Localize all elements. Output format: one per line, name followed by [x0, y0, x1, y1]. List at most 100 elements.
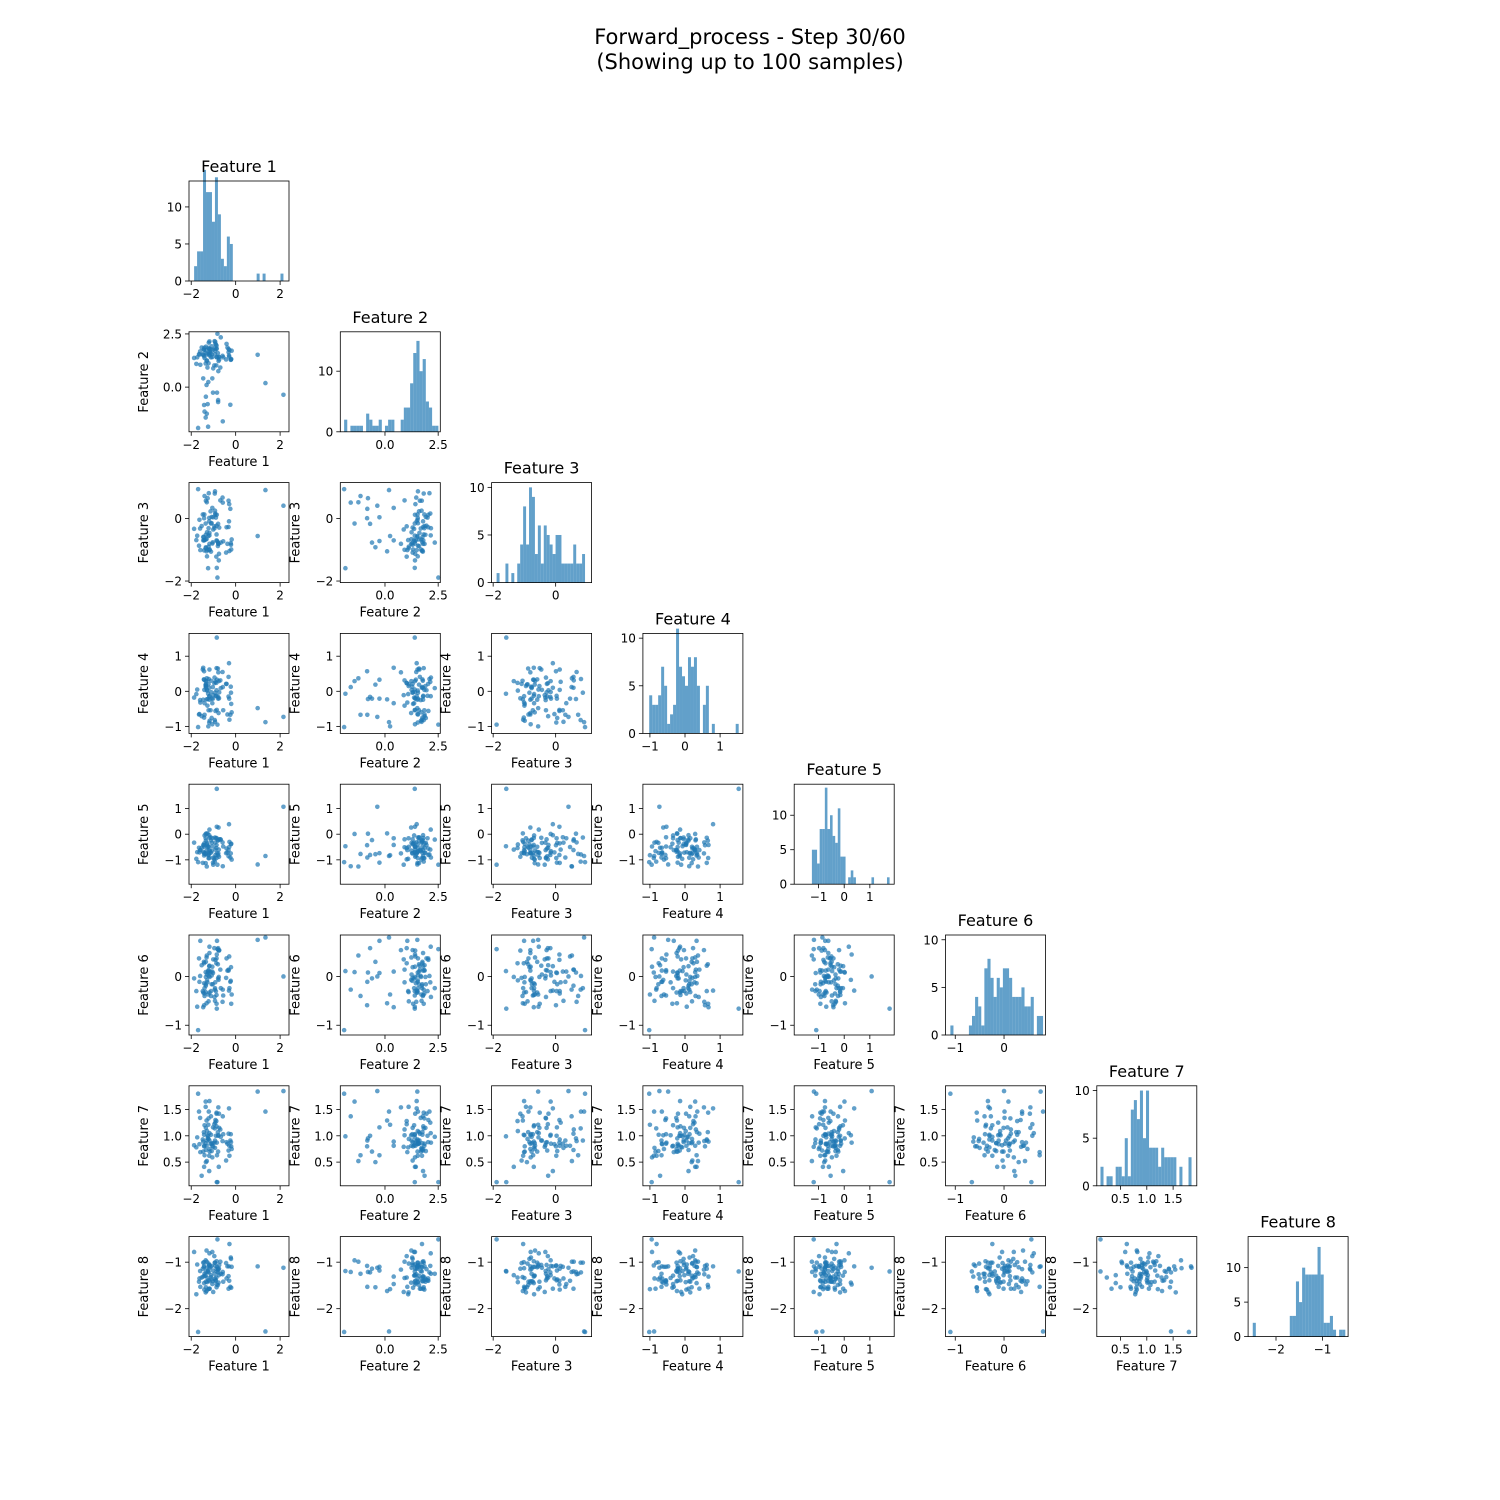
y-tick-label: 1.0	[163, 1129, 182, 1143]
scatter-point	[387, 724, 393, 729]
scatter-point	[531, 992, 537, 998]
scatter-point	[413, 495, 419, 500]
scatter-point	[833, 972, 838, 977]
y-axis-label: Feature 4	[288, 653, 303, 715]
scatter-point	[690, 857, 696, 862]
y-tick-label: 1.5	[466, 1103, 485, 1117]
scatter-point	[993, 1277, 999, 1282]
histogram-bar	[406, 407, 411, 432]
scatter-point	[518, 1266, 523, 1271]
x-tick-label: 1.5	[1164, 1192, 1183, 1206]
scatter-point	[544, 1139, 550, 1145]
y-axis-label: Feature 6	[591, 954, 606, 1016]
scatter-point	[550, 1168, 556, 1174]
x-axis-label: Feature 3	[511, 1209, 573, 1224]
scatter-point	[210, 527, 216, 532]
scatter-point	[652, 1145, 657, 1151]
scatter-point	[213, 708, 218, 714]
y-axis-label: Feature 2	[137, 351, 152, 413]
scatter-point	[538, 963, 544, 969]
x-axis-label: Feature 1	[208, 1360, 270, 1375]
scatter-point	[543, 856, 549, 861]
scatter-point	[822, 938, 828, 944]
scatter-point	[689, 999, 695, 1004]
scatter-point	[202, 700, 207, 706]
scatter-point	[887, 1006, 892, 1011]
scatter-point	[710, 1106, 716, 1111]
scatter-point	[191, 695, 197, 700]
scatter-point	[200, 352, 206, 357]
scatter-point	[1155, 1286, 1161, 1292]
scatter-point	[281, 1088, 286, 1094]
histogram-bar	[1292, 1315, 1296, 1337]
y-tick-label: −1	[467, 1019, 485, 1033]
x-tick-label: 1	[866, 1192, 874, 1206]
scatter-point	[398, 947, 404, 953]
scatter-point	[404, 1121, 409, 1127]
scatter-point	[528, 1249, 533, 1255]
scatter-point	[377, 938, 382, 944]
scatter-point	[214, 786, 220, 792]
x-tick-label: −2	[1267, 1343, 1285, 1357]
scatter-point	[391, 505, 397, 511]
scatter-point	[528, 670, 533, 675]
scatter-point	[415, 979, 420, 985]
scatter-point	[386, 935, 392, 940]
histogram-bar	[570, 563, 574, 583]
scatter-point	[543, 1116, 549, 1121]
scatter-point	[203, 1104, 208, 1110]
scatter-point	[812, 1273, 818, 1278]
scatter-point	[226, 1278, 232, 1284]
figure-title-line-2: (Showing up to 100 samples)	[596, 50, 904, 74]
scatter-point	[984, 1287, 990, 1292]
scatter-point	[543, 1268, 548, 1274]
panel-frame	[945, 1236, 1046, 1337]
scatter-point	[420, 950, 426, 956]
scatter-point	[411, 1249, 417, 1255]
y-tick-label: −1	[164, 1019, 182, 1033]
scatter-point	[820, 1164, 826, 1170]
scatter-point	[990, 1153, 995, 1159]
scatter-point	[552, 850, 557, 855]
scatter-point	[681, 947, 687, 953]
scatter-point	[432, 685, 438, 691]
scatter-point	[391, 538, 397, 543]
scatter-point	[255, 533, 260, 539]
scatter-point	[581, 1109, 587, 1114]
scatter-point	[1038, 1089, 1043, 1094]
scatter-point	[574, 669, 579, 675]
histogram-bar	[1124, 1138, 1128, 1186]
scatter-point	[1011, 1155, 1017, 1160]
scatter-point	[678, 836, 683, 841]
scatter-point	[207, 693, 212, 699]
y-axis-label: Feature 8	[137, 1256, 152, 1318]
scatter-point	[811, 937, 817, 943]
scatter-point	[521, 938, 527, 944]
scatter-point	[515, 1128, 521, 1134]
scatter-point	[428, 675, 434, 680]
histogram-bar	[1295, 1281, 1300, 1337]
scatter-point	[1011, 1168, 1017, 1174]
scatter-point	[197, 1141, 202, 1147]
scatter-point	[548, 973, 554, 978]
scatter-point	[1029, 1179, 1034, 1185]
scatter-point	[539, 687, 545, 693]
scatter-point	[195, 1091, 201, 1096]
scatter-point	[384, 1288, 390, 1294]
histogram-bar	[1100, 1166, 1104, 1186]
scatter-point	[526, 1279, 531, 1285]
y-tick-label: −1	[921, 1256, 939, 1270]
scatter-point	[425, 988, 430, 994]
scatter-point	[420, 1273, 426, 1279]
scatter-point	[683, 956, 689, 961]
scatter-point	[829, 1264, 834, 1270]
scatter-point	[974, 1284, 980, 1290]
scatter-point	[694, 1280, 699, 1286]
scatter-point	[1019, 1266, 1025, 1272]
scatter-point	[567, 844, 573, 850]
scatter-point	[1037, 1152, 1042, 1158]
scatter-point	[1018, 1289, 1024, 1295]
scatter-point	[887, 1179, 892, 1185]
scatter-point	[1003, 1138, 1009, 1143]
scatter-point	[402, 980, 407, 985]
